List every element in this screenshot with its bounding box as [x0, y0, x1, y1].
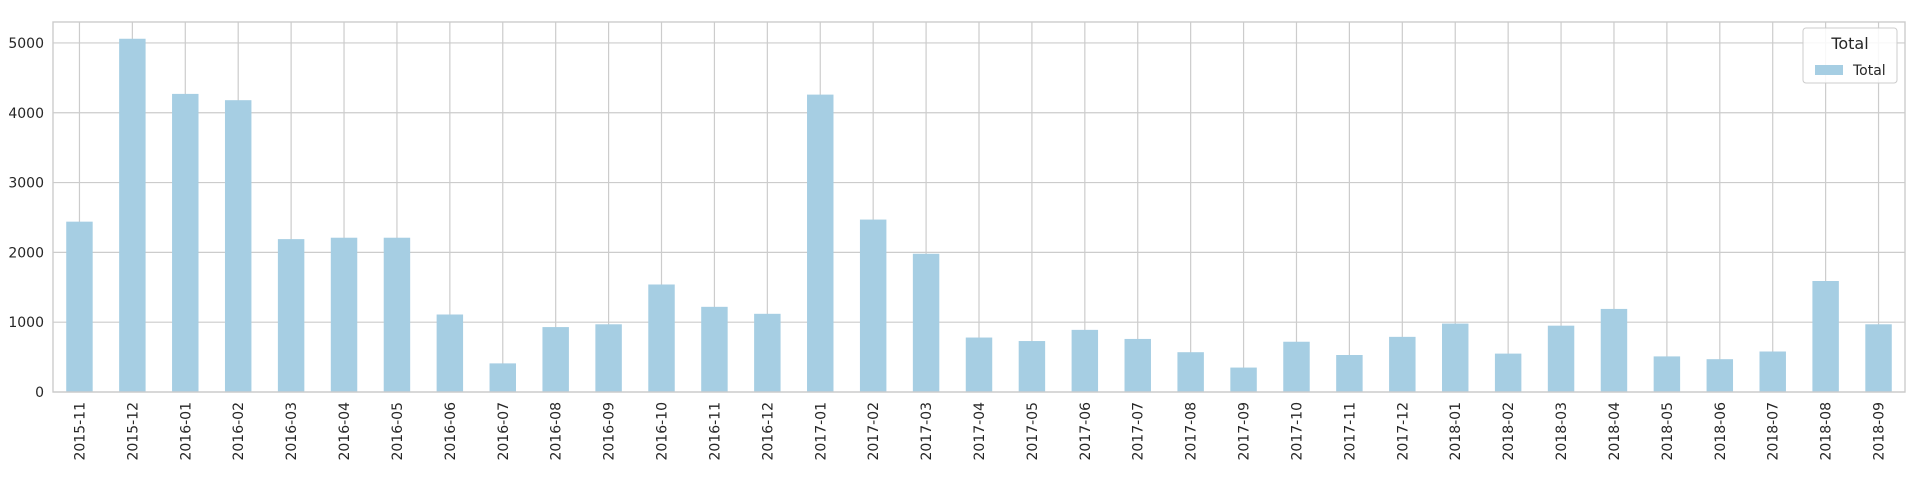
bar-2016-04 — [330, 237, 358, 392]
x-tick-label: 2018-06 — [1713, 402, 1729, 461]
bar-2016-08 — [542, 327, 569, 392]
x-tick-label: 2016-03 — [284, 402, 300, 461]
x-tick-label: 2015-11 — [72, 402, 88, 461]
bar-2016-01 — [172, 93, 199, 392]
bar-2017-12 — [1389, 336, 1416, 392]
x-tick-label: 2016-10 — [655, 402, 671, 461]
bar-2017-11 — [1336, 355, 1363, 392]
y-tick-label: 3000 — [8, 176, 44, 192]
x-tick-label: 2015-12 — [125, 402, 141, 461]
x-tick-label: 2017-04 — [972, 402, 988, 461]
x-tick-label: 2016-05 — [390, 402, 406, 461]
bar-2017-08 — [1177, 352, 1204, 392]
y-tick-label: 5000 — [8, 36, 44, 52]
x-tick-label: 2017-10 — [1289, 402, 1305, 461]
bar-2017-10 — [1283, 341, 1310, 392]
legend-swatch — [1815, 65, 1843, 75]
y-tick-label: 4000 — [8, 106, 44, 122]
legend: Total Total — [1802, 27, 1898, 84]
x-tick-label: 2017-06 — [1078, 402, 1094, 461]
x-tick-label: 2018-01 — [1448, 402, 1464, 461]
bar-2017-01 — [807, 94, 834, 393]
x-tick-label: 2016-01 — [178, 402, 194, 461]
bar-2018-08 — [1812, 281, 1839, 392]
bar-2017-05 — [1018, 341, 1046, 392]
x-tick-label: 2017-07 — [1131, 402, 1147, 461]
bar-2017-09 — [1230, 367, 1257, 392]
bar-2017-02 — [859, 219, 887, 392]
bar-2015-11 — [66, 221, 93, 392]
x-tick-label: 2017-08 — [1184, 402, 1200, 461]
bar-2018-07 — [1759, 351, 1786, 392]
legend-entry-label: Total — [1852, 63, 1886, 79]
bar-2018-01 — [1442, 323, 1469, 392]
x-tick-label: 2017-09 — [1237, 402, 1253, 461]
bar-2017-06 — [1071, 329, 1099, 392]
x-tick-label: 2016-11 — [707, 402, 723, 461]
bars-layer — [66, 38, 1892, 393]
x-tick-label: 2016-07 — [496, 402, 512, 461]
bar-2018-09 — [1865, 324, 1892, 392]
bar-2015-12 — [119, 38, 146, 392]
bar-2017-03 — [912, 253, 940, 392]
x-tick-label: 2016-09 — [602, 402, 618, 461]
x-tick-label: 2018-07 — [1766, 402, 1782, 461]
y-tick-label: 1000 — [8, 315, 44, 331]
x-tick-label: 2018-02 — [1501, 402, 1517, 461]
x-tick-label: 2018-04 — [1607, 402, 1623, 461]
x-tick-label: 2017-02 — [866, 402, 882, 461]
x-tick-label: 2016-06 — [443, 402, 459, 461]
legend-title: Total — [1830, 34, 1868, 53]
bar-2018-03 — [1547, 325, 1575, 392]
x-tick-label: 2018-09 — [1872, 402, 1888, 461]
x-tick-label: 2016-02 — [231, 402, 247, 461]
bar-2016-12 — [754, 313, 781, 392]
x-tick-label: 2017-03 — [919, 402, 935, 461]
bar-2016-11 — [701, 306, 728, 392]
bar-2016-02 — [224, 100, 252, 392]
x-tick-label: 2017-12 — [1395, 402, 1411, 461]
x-tick-label: 2016-12 — [760, 402, 776, 461]
plot-frame — [52, 21, 1906, 393]
y-tick-label: 2000 — [8, 245, 44, 261]
x-axis-ticks: 2015-11 2015-12 2016-01 2016-02 2016-03 2016-… — [72, 402, 1887, 461]
bar-2018-02 — [1494, 353, 1522, 392]
bar-2018-05 — [1653, 356, 1681, 392]
x-tick-label: 2018-08 — [1819, 402, 1835, 461]
bar-2016-05 — [383, 237, 411, 392]
x-tick-label: 2017-05 — [1025, 402, 1041, 461]
bar-2018-06 — [1706, 359, 1734, 392]
bar-2016-10 — [648, 284, 675, 392]
bar-2016-07 — [489, 363, 516, 392]
x-tick-label: 2018-05 — [1660, 402, 1676, 461]
bar-2016-09 — [595, 324, 622, 392]
x-tick-label: 2017-11 — [1342, 402, 1358, 461]
x-tick-label: 2016-08 — [549, 402, 565, 461]
y-axis-ticks: 0 1000 2000 3000 4000 5000 — [8, 36, 44, 401]
x-tick-label: 2018-03 — [1554, 402, 1570, 461]
bar-2016-06 — [436, 314, 464, 392]
bar-2017-04 — [965, 337, 993, 392]
x-tick-label: 2017-01 — [813, 402, 829, 461]
bar-2017-07 — [1124, 338, 1151, 392]
x-tick-label: 2016-04 — [337, 402, 353, 461]
plot-border — [52, 21, 1906, 393]
y-tick-label: 0 — [35, 385, 44, 401]
bar-2018-04 — [1600, 308, 1628, 392]
bar-2016-03 — [277, 239, 305, 392]
